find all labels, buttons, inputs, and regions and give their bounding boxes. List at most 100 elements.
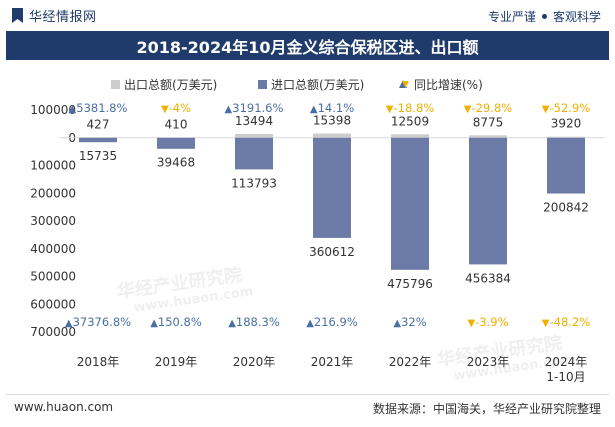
bullet-dot (541, 14, 547, 19)
triangle-down-icon: ▼ (464, 104, 472, 115)
export-value-label: 12509 (391, 114, 429, 128)
x-tick-label: 2021年 (311, 355, 354, 369)
chart-title: 2018-2024年10月金义综合保税区进、出口额 (6, 31, 609, 60)
triangle-legend-icon (399, 80, 409, 88)
import-yoy-label: ▲188.3% (228, 315, 280, 329)
y-tick-label: 300000 (30, 214, 76, 228)
percent-sign: % (423, 101, 434, 115)
percent-sign: % (498, 315, 509, 329)
import-bar (391, 137, 429, 270)
export-value-label: 3920 (551, 117, 582, 131)
import-yoy-label: ▼-3.9% (467, 315, 508, 329)
x-tick-label: 2019年 (155, 355, 198, 369)
export-yoy-label: ▲14.1% (310, 101, 354, 115)
percent-sign: % (579, 315, 590, 329)
slogan-left: 专业严谨 (487, 10, 536, 24)
import-yoy-label: ▲37376.8% (65, 315, 131, 329)
import-yoy-value: -3.9 (475, 315, 497, 329)
percent-sign: % (273, 101, 284, 115)
x-tick-label: 2018年 (77, 355, 120, 369)
export-yoy-label: ▲5381.8% (69, 101, 128, 115)
import-value-label: 360612 (309, 245, 355, 259)
import-yoy-value: 216.9 (314, 315, 347, 329)
export-yoy-value: -4 (169, 101, 180, 115)
percent-sign: % (269, 315, 280, 329)
export-bar (235, 134, 273, 138)
triangle-up-icon: ▲ (310, 104, 318, 115)
y-tick-label: 100000 (30, 103, 76, 117)
triangle-down-icon: ▼ (542, 318, 550, 329)
export-yoy-label: ▼-4% (161, 101, 191, 115)
y-tick-label: 100000 (30, 159, 76, 173)
import-yoy-label: ▲150.8% (150, 315, 202, 329)
triangle-up-icon: ▲ (393, 318, 401, 329)
y-tick-label: 200000 (30, 186, 76, 200)
import-yoy-label: ▲32% (393, 315, 426, 329)
footer-divider (6, 394, 609, 395)
y-tick-label: 400000 (30, 242, 76, 256)
slogan: 专业严谨 客观科学 (488, 8, 601, 25)
import-yoy-label: ▼-48.2% (542, 315, 590, 329)
x-tick-label: 2023年 (467, 355, 510, 369)
import-value-label: 39468 (157, 156, 195, 170)
legend-item-yoy: 同比增速(%) (398, 76, 483, 92)
export-yoy-label: ▼-52.9% (542, 101, 590, 115)
import-value-label: 475796 (387, 277, 433, 291)
import-bar (469, 137, 507, 265)
triangle-up-icon: ▲ (69, 104, 77, 115)
export-yoy-value: 3191.6 (232, 101, 272, 115)
footer-source: 数据来源：中国海关，华经产业研究院整理 (372, 402, 601, 416)
export-yoy-value: -18.8 (394, 101, 424, 115)
export-yoy-label: ▼-18.8% (386, 101, 434, 115)
legend-swatch-export (111, 79, 120, 89)
export-bar (313, 133, 351, 138)
export-value-label: 410 (165, 118, 188, 132)
triangle-up-icon: ▲ (228, 318, 236, 329)
export-value-label: 8775 (473, 115, 504, 129)
export-yoy-value: -52.9 (550, 101, 580, 115)
import-yoy-value: 150.8 (158, 315, 191, 329)
percent-sign: % (117, 101, 128, 115)
import-bar (235, 137, 273, 170)
triangle-up-icon: ▲ (65, 318, 73, 329)
export-value-label: 427 (87, 118, 110, 132)
import-value-label: 113793 (231, 176, 277, 190)
legend: 出口总额(万美元) 进口总额(万美元) 同比增速(%) (0, 76, 615, 92)
y-tick-label: 700000 (30, 325, 76, 339)
x-tick-label: 1-10月 (546, 370, 585, 384)
import-value-label: 200842 (543, 201, 589, 215)
export-yoy-label: ▼-29.8% (464, 101, 512, 115)
y-tick-label: 600000 (30, 297, 76, 311)
triangle-up-icon: ▲ (306, 318, 314, 329)
export-bar (469, 135, 507, 138)
percent-sign: % (191, 315, 202, 329)
y-tick-label: 500000 (30, 270, 76, 284)
logo-text: 华经情报网 (29, 9, 97, 25)
slogan-right: 客观科学 (552, 10, 601, 24)
x-tick-label: 2022年 (389, 355, 432, 369)
triangle-down-icon: ▼ (386, 104, 394, 115)
percent-sign: % (343, 101, 354, 115)
export-bar (547, 136, 585, 138)
x-tick-label: 2024年 (545, 355, 588, 369)
import-yoy-value: 37376.8 (73, 315, 121, 329)
triangle-down-icon: ▼ (467, 318, 475, 329)
import-bar (547, 137, 585, 194)
footer-website-link[interactable]: www.huaon.com (14, 400, 114, 414)
import-value-label: 456384 (465, 271, 511, 285)
bookmark-icon (12, 7, 23, 23)
legend-item-export: 出口总额(万美元) (111, 76, 217, 92)
percent-sign: % (416, 315, 427, 329)
logo[interactable]: 华经情报网 (12, 6, 97, 25)
export-yoy-value: -29.8 (472, 101, 502, 115)
export-value-label: 15398 (313, 114, 351, 128)
legend-swatch-import (258, 79, 267, 89)
percent-sign: % (347, 315, 358, 329)
header: 华经情报网 专业严谨 客观科学 (0, 0, 615, 30)
percent-sign: % (120, 315, 131, 329)
legend-label-yoy: 同比增速(%) (414, 77, 483, 92)
import-yoy-value: -48.2 (550, 315, 580, 329)
x-tick-label: 2020年 (233, 355, 276, 369)
export-yoy-value: 14.1 (318, 101, 344, 115)
